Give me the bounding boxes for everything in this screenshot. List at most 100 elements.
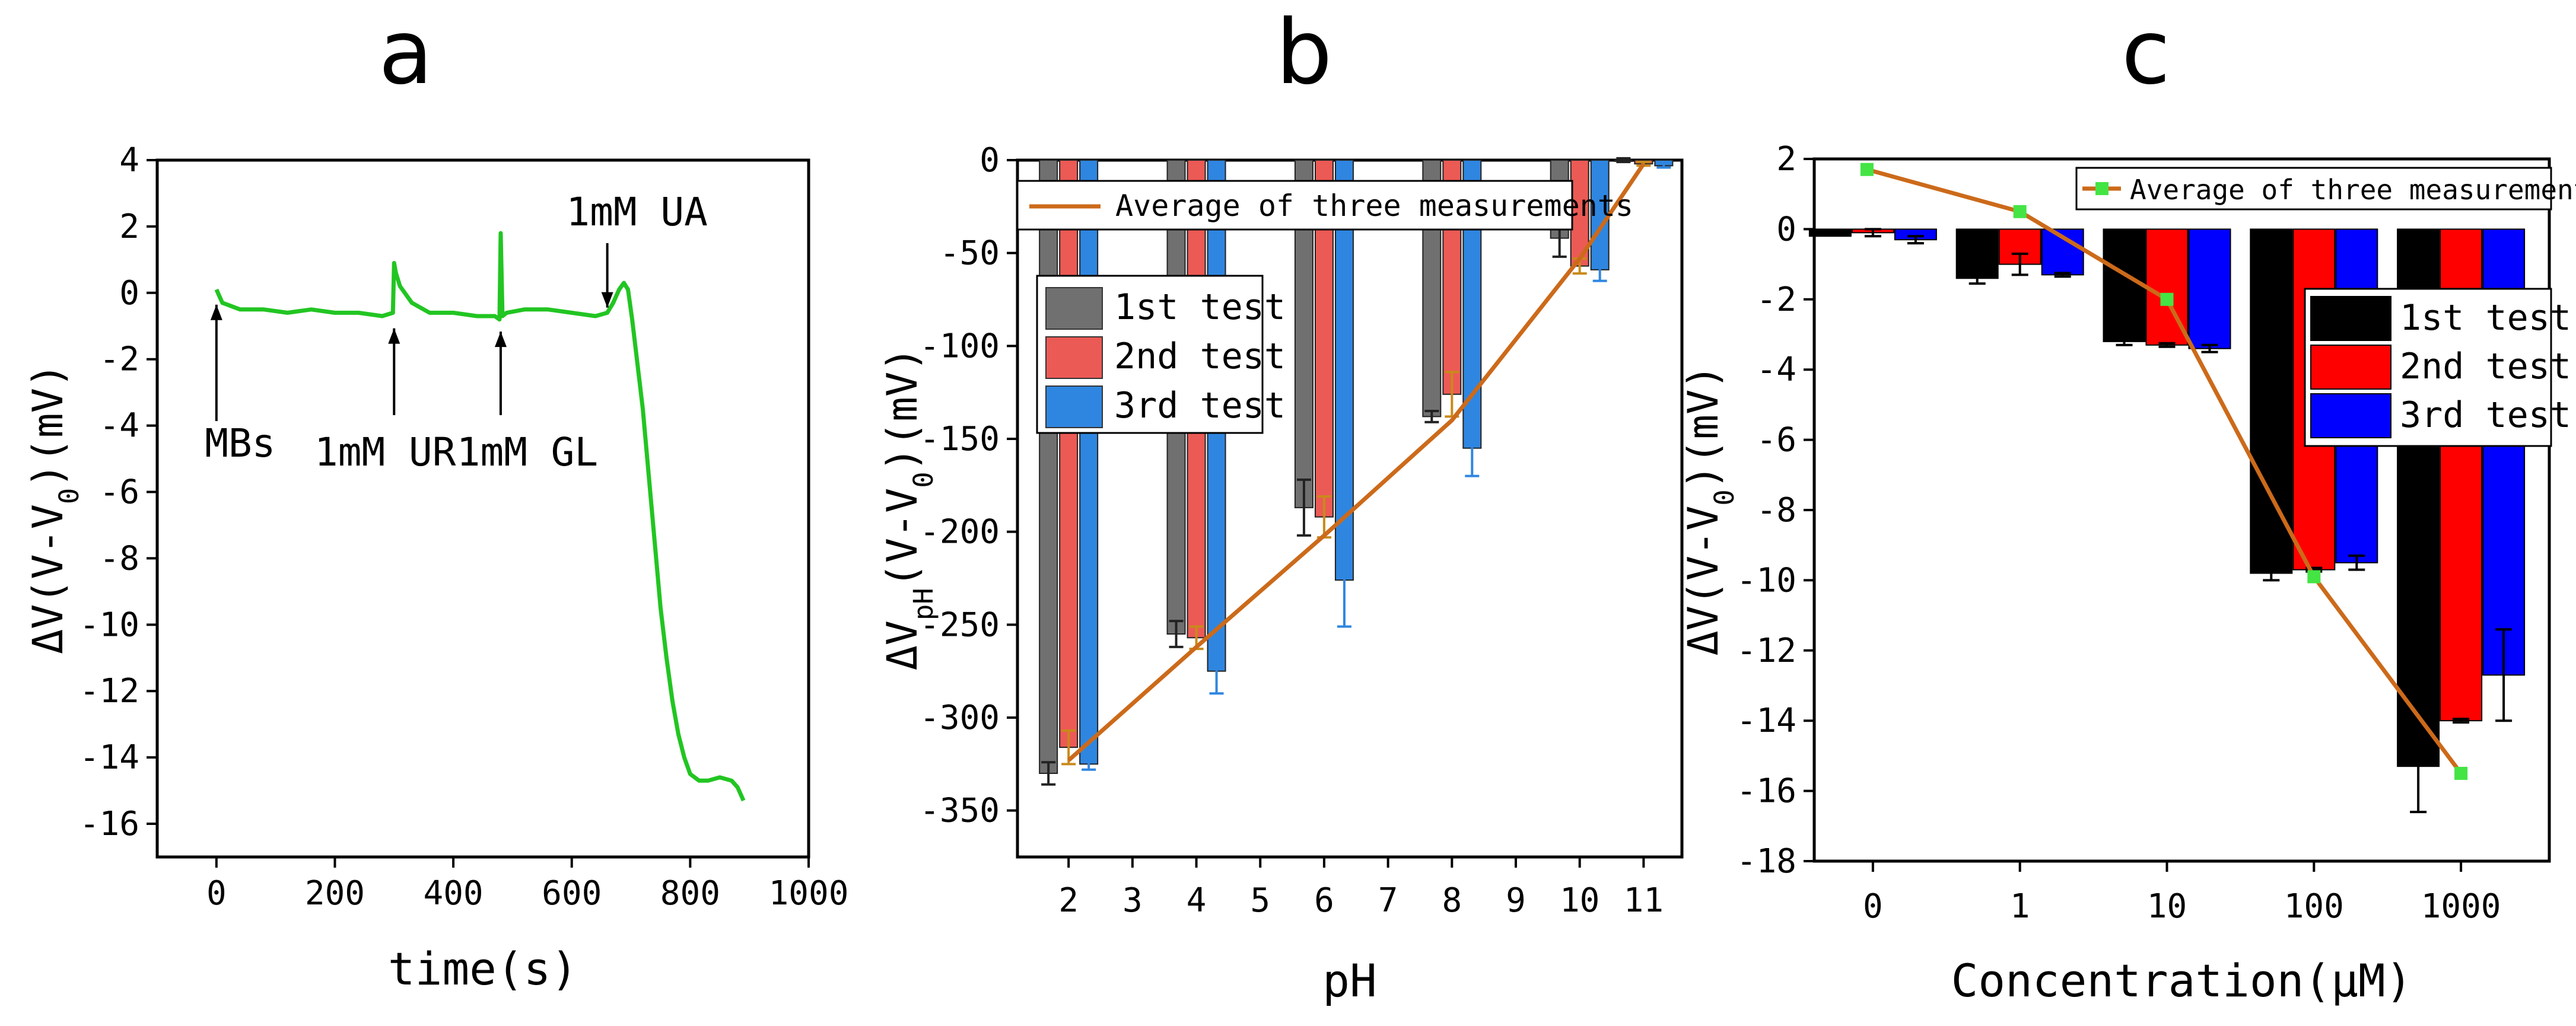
y-tick-label-b: -150	[920, 420, 1000, 458]
legend-average-box-c	[2075, 167, 2552, 211]
average-marker-c	[2013, 205, 2027, 218]
legend-label-c: 1st test	[2400, 297, 2571, 339]
annotation-label: 1mM UA	[566, 189, 707, 235]
panel-label-c: c	[2122, 1, 2170, 104]
legend-swatch-c	[2310, 393, 2391, 438]
x-tick-label-a: 400	[424, 874, 484, 913]
average-marker-c	[2454, 767, 2468, 780]
legend-average-marker-c	[2095, 182, 2108, 195]
x-tick-label-a: 800	[660, 874, 720, 913]
chart-c: 0 1 10 100 1000 2 0 -2 -4 -6 -8 -10 -12 -14 -16 -18 Conc…	[1679, 140, 2576, 1007]
x-tick-label-b: 6	[1314, 881, 1334, 920]
y-tick-label-b: -300	[920, 699, 1000, 737]
y-tick-label-a: -14	[79, 738, 139, 777]
y-tick-label-a: -16	[79, 805, 139, 843]
plot-frame-a	[155, 158, 810, 859]
x-tick-label-b: 4	[1187, 881, 1207, 920]
y-tick-label-c: -4	[1757, 351, 1796, 389]
legend-label-c: 2nd test	[2400, 346, 2571, 387]
x-tick-label-b: 2	[1058, 881, 1079, 920]
y-tick-label-c: 0	[1776, 210, 1796, 248]
average-marker-c	[2160, 292, 2174, 306]
y-tick-label-b: -200	[920, 513, 1000, 552]
x-tick-label-a: 0	[206, 874, 227, 913]
y-tick-label-a: -4	[100, 407, 139, 445]
legend-label-b: 3rd test	[1114, 385, 1286, 426]
legend-label-b: 2nd test	[1114, 336, 1286, 377]
x-tick-label-b: 5	[1250, 881, 1270, 920]
annotation-label: 1mM GL	[457, 429, 598, 475]
y-tick-label-c: -14	[1737, 702, 1796, 740]
y-tick-label-c: -12	[1737, 632, 1796, 670]
y-tick-label-a: -8	[100, 539, 139, 578]
bar-1-10	[2103, 228, 2146, 342]
chart-a: 0 200 400 600 800 1000 -16 -14 -12 -10 -8 -6 -4 -2 0 2 4…	[24, 141, 848, 995]
average-line-b	[1067, 162, 1646, 762]
series-line-a	[214, 231, 746, 802]
bar-3-ph2	[1079, 160, 1099, 765]
x-tick-label-a: 200	[305, 874, 365, 913]
x-tick-label-c: 0	[1863, 887, 1883, 926]
y-axis-label-c: ΔV(V-V0)(mV)	[1679, 365, 1740, 656]
legend-label-b: 1st test	[1114, 286, 1286, 328]
x-tick-label-c: 1	[2010, 887, 2030, 926]
y-tick-label-b: -350	[920, 792, 1000, 830]
bar-3-10	[2188, 228, 2231, 349]
y-tick-label-c: -16	[1737, 772, 1796, 811]
x-tick-label-c: 10	[2147, 887, 2187, 926]
y-tick-label-a: -2	[100, 340, 139, 379]
y-axis-label-b: ΔVpH(V-V0)(mV)	[878, 347, 939, 671]
y-tick-label-c: -6	[1757, 421, 1796, 460]
legend-swatch-b	[1045, 336, 1103, 379]
legend-average-label-c: Average of three measurements	[2130, 174, 2576, 206]
x-tick-label-c: 1000	[2421, 887, 2501, 926]
y-tick-label-c: -2	[1757, 281, 1796, 319]
legend-swatch-c	[2310, 345, 2391, 390]
legend-swatch-b	[1045, 385, 1103, 428]
panel-label-a: a	[379, 1, 433, 104]
x-tick-label-b: 8	[1442, 881, 1462, 920]
legend-swatch-c	[2310, 296, 2391, 341]
y-tick-label-c: -18	[1737, 842, 1796, 881]
average-marker-c	[2307, 570, 2321, 584]
x-tick-label-a: 1000	[769, 874, 849, 913]
legend-average-label-b: Average of three measurements	[1115, 189, 1633, 223]
y-tick-label-b: 0	[979, 141, 1000, 180]
annotation-label: 1mM UR	[314, 429, 456, 475]
average-marker-c	[1860, 162, 1874, 176]
y-tick-label-a: 0	[119, 274, 139, 313]
x-tick-label-c: 100	[2284, 887, 2344, 926]
annotation-label: MBs	[205, 420, 275, 466]
y-tick-label-a: -6	[100, 473, 139, 512]
y-tick-label-a: 4	[119, 141, 139, 180]
x-axis-label-b: pH	[1322, 954, 1377, 1007]
x-tick-label-b: 10	[1560, 881, 1599, 920]
legend-average-box-b	[1016, 180, 1573, 231]
x-axis-label-c: Concentration(μM)	[1951, 954, 2413, 1007]
y-axis-label-a: ΔV(V-V0)(mV)	[24, 363, 85, 654]
bar-1-1	[1955, 228, 1999, 279]
annotation-arrowhead	[601, 292, 613, 308]
x-tick-label-b: 3	[1122, 881, 1143, 920]
panel-label-b: b	[1276, 1, 1332, 104]
y-tick-label-b: -100	[920, 327, 1000, 365]
annotation-arrowhead	[388, 328, 400, 344]
bar-1-ph2	[1039, 160, 1058, 774]
y-tick-label-c: -10	[1737, 561, 1796, 600]
bar-2-ph2	[1059, 160, 1079, 748]
y-tick-label-a: -12	[79, 672, 139, 710]
y-tick-label-c: -8	[1757, 491, 1796, 530]
chart-b: 2 3 4 5 6 7 8 9 10 11 0 -50 -100 -150 -200 -250 -300 -350…	[878, 141, 1684, 1007]
annotation-arrowhead	[210, 304, 222, 320]
x-tick-label-b: 11	[1624, 881, 1664, 920]
annotation-arrowhead	[494, 332, 507, 348]
y-tick-label-a: -10	[79, 606, 139, 644]
legend-label-c: 3rd test	[2400, 394, 2571, 436]
x-tick-label-b: 9	[1506, 881, 1526, 920]
x-tick-label-a: 600	[542, 874, 602, 913]
x-tick-label-b: 7	[1378, 881, 1398, 920]
y-tick-label-c: 2	[1776, 140, 1796, 179]
y-tick-label-a: 2	[119, 208, 139, 246]
legend-swatch-b	[1045, 287, 1103, 330]
